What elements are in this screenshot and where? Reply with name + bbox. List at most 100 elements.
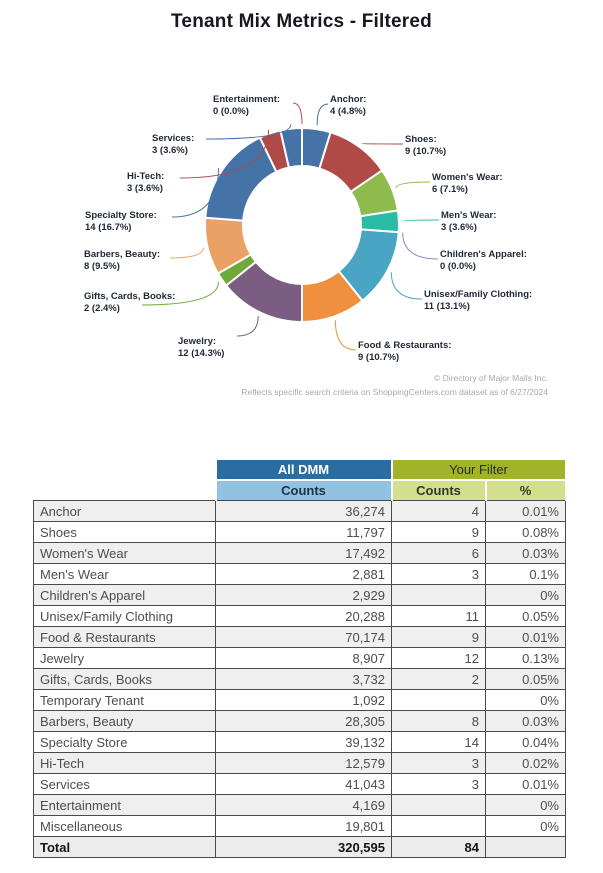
slice-label-name: Anchor: <box>330 94 367 105</box>
slice-connector-line <box>236 315 259 337</box>
slice-label: Jewelry: 12 (14.3%) <box>178 336 224 359</box>
slice-connector-line <box>179 129 270 179</box>
slice-label-value: 0 (0.0%) <box>440 260 476 272</box>
filter-count: 11 <box>391 605 486 627</box>
row-category: Barbers, Beauty <box>33 710 216 732</box>
slice-label-value: 9 (10.7%) <box>358 351 400 363</box>
slice-label: Men's Wear: 3 (3.6%) <box>441 210 496 233</box>
row-category: Women's Wear <box>33 542 216 564</box>
filter-percent: 0.03% <box>485 710 566 732</box>
filter-count: 8 <box>391 710 486 732</box>
filter-percent: 0.08% <box>485 521 566 543</box>
table-row: Gifts, Cards, Books 3,732 2 0.05% <box>33 668 566 690</box>
table-row: Anchor 36,274 4 0.01% <box>33 500 566 522</box>
all-dmm-count: 17,492 <box>215 542 392 564</box>
header-sub-row: Counts Counts % <box>33 479 567 501</box>
table-row: Specialty Store 39,132 14 0.04% <box>33 731 566 753</box>
all-dmm-count: 3,732 <box>215 668 392 690</box>
slice-label-name: Women's Wear: <box>432 172 503 183</box>
all-dmm-count: 28,305 <box>215 710 392 732</box>
chart-credits: © Directory of Major Malls Inc. Reflects… <box>241 371 548 399</box>
slice-label-name: Specialty Store: <box>85 210 157 221</box>
slice-label: Women's Wear: 6 (7.1%) <box>432 172 503 195</box>
filter-count <box>391 689 486 711</box>
tenant-mix-donut-chart: Anchor: 4 (4.8%) Shoes: 9 (10.7%) Women's We… <box>84 94 548 399</box>
row-category: Food & Restaurants <box>33 626 216 648</box>
slice-label-value: 3 (3.6%) <box>127 182 163 194</box>
slice-connector-line <box>316 103 329 126</box>
filter-percent: 0% <box>485 584 566 606</box>
row-category: Entertainment <box>33 794 216 816</box>
all-dmm-count: 320,595 <box>215 836 392 858</box>
slice-label: Services: 3 (3.6%) <box>152 133 194 156</box>
column-group-your-filter: Your Filter <box>390 458 567 481</box>
slice-label: Barbers, Beauty: 8 (9.5%) <box>84 249 160 272</box>
slice-label-value: 0 (0.0%) <box>213 105 249 117</box>
filter-count <box>391 584 486 606</box>
all-dmm-count: 41,043 <box>215 773 392 795</box>
slice-label-value: 6 (7.1%) <box>432 183 468 195</box>
table-row: Entertainment 4,169 0% <box>33 794 566 816</box>
slice-label-name: Jewelry: <box>178 336 217 347</box>
row-category: Services <box>33 773 216 795</box>
row-category: Shoes <box>33 521 216 543</box>
filter-percent: 0.05% <box>485 605 566 627</box>
table-row: Women's Wear 17,492 6 0.03% <box>33 542 566 564</box>
slice-label: Anchor: 4 (4.8%) <box>330 94 366 117</box>
row-category: Temporary Tenant <box>33 689 216 711</box>
page-title: Tenant Mix Metrics - Filtered <box>171 11 432 32</box>
slice-label: Unisex/Family Clothing: 11 (13.1%) <box>424 289 532 312</box>
all-dmm-count: 4,169 <box>215 794 392 816</box>
filter-count: 3 <box>391 773 486 795</box>
slice-label-name: Gifts, Cards, Books: <box>84 291 176 302</box>
table-row: Children's Apparel 2,929 0% <box>33 584 566 606</box>
slice-label-value: 2 (2.4%) <box>84 302 120 314</box>
table-row: Hi-Tech 12,579 3 0.02% <box>33 752 566 774</box>
slice-label-value: 14 (16.7%) <box>85 221 132 233</box>
filter-count: 12 <box>391 647 486 669</box>
all-dmm-count: 70,174 <box>215 626 392 648</box>
filter-count: 4 <box>391 500 486 522</box>
slice-label-value: 4 (4.8%) <box>330 105 366 117</box>
filter-count: 9 <box>391 626 486 648</box>
slice-label-name: Hi-Tech: <box>127 171 165 182</box>
slice-connector-line <box>402 219 440 222</box>
slice-label-value: 12 (14.3%) <box>178 347 225 359</box>
filter-count: 14 <box>391 731 486 753</box>
filter-percent: 0.1% <box>485 563 566 585</box>
all-dmm-count: 20,288 <box>215 605 392 627</box>
all-dmm-count: 2,929 <box>215 584 392 606</box>
slice-label-name: Unisex/Family Clothing: <box>424 289 533 300</box>
donut-slice <box>279 126 303 169</box>
all-dmm-count: 8,907 <box>215 647 392 669</box>
filter-percent: 0.05% <box>485 668 566 690</box>
all-dmm-count: 12,579 <box>215 752 392 774</box>
filter-count: 3 <box>391 563 486 585</box>
slice-label: Specialty Store: 14 (16.7%) <box>85 210 157 233</box>
row-category: Anchor <box>33 500 216 522</box>
filter-percent: 0.03% <box>485 542 566 564</box>
slice-label-value: 8 (9.5%) <box>84 260 120 272</box>
filter-percent: 0% <box>485 794 566 816</box>
filter-percent: 0.01% <box>485 500 566 522</box>
slice-connector-line <box>205 124 292 140</box>
chart-copyright: © Directory of Major Malls Inc. <box>434 373 548 383</box>
all-dmm-count: 11,797 <box>215 521 392 543</box>
filter-percent: 0.04% <box>485 731 566 753</box>
slice-connector-line <box>395 181 431 189</box>
total-row: Total 320,595 84 <box>33 836 566 858</box>
chart-disclaimer: Reflects specific search criteria on Sho… <box>241 387 548 397</box>
filter-count: 84 <box>391 836 486 858</box>
all-dmm-count: 36,274 <box>215 500 392 522</box>
slice-connector-line <box>171 168 219 218</box>
filter-count <box>391 794 486 816</box>
slice-label: Gifts, Cards, Books: 2 (2.4%) <box>84 291 175 314</box>
slice-label: Food & Restaurants: 9 (10.7%) <box>358 340 451 363</box>
slice-label-value: 3 (3.6%) <box>441 221 477 233</box>
row-category: Jewelry <box>33 647 216 669</box>
slice-connector-line <box>334 320 357 351</box>
all-dmm-count: 1,092 <box>215 689 392 711</box>
donut-svg <box>141 102 440 351</box>
blank-header-cell <box>33 459 216 480</box>
filter-percent: 0% <box>485 689 566 711</box>
